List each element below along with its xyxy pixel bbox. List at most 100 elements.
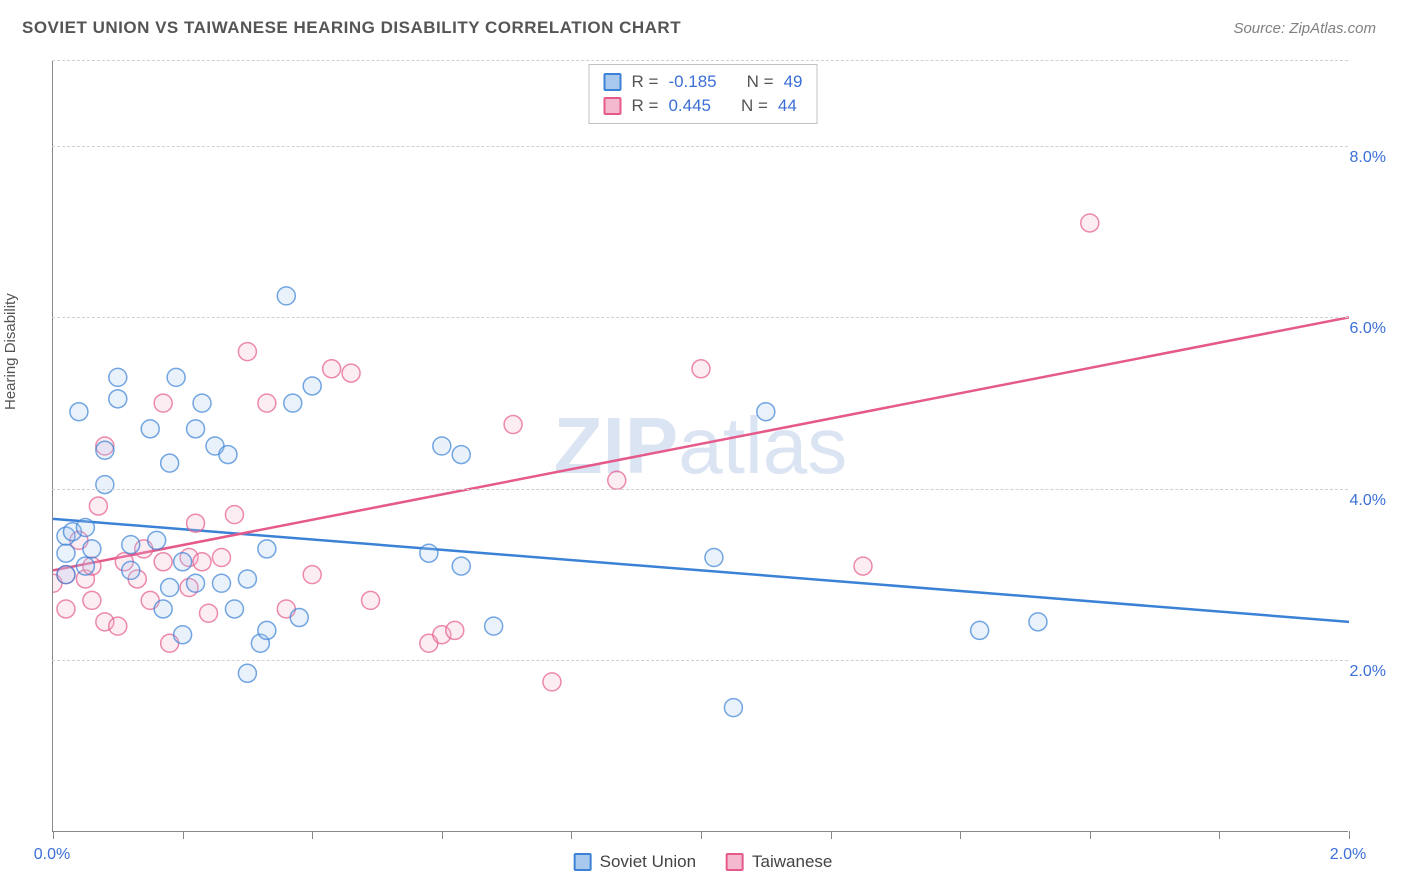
scatter-point — [83, 591, 101, 609]
scatter-point — [174, 626, 192, 644]
legend-label-a: Soviet Union — [600, 852, 696, 872]
x-tick — [571, 831, 572, 839]
y-tick-label: 4.0% — [1350, 492, 1386, 510]
scatter-point — [76, 557, 94, 575]
scatter-point — [122, 561, 140, 579]
y-tick-label: 6.0% — [1350, 320, 1386, 338]
x-tick — [1349, 831, 1350, 839]
legend-series: Soviet Union Taiwanese — [574, 852, 833, 872]
scatter-point — [187, 514, 205, 532]
scatter-point — [971, 621, 989, 639]
scatter-point — [193, 553, 211, 571]
scatter-point — [83, 540, 101, 558]
chart-title: SOVIET UNION VS TAIWANESE HEARING DISABI… — [22, 18, 681, 38]
chart-container: SOVIET UNION VS TAIWANESE HEARING DISABI… — [10, 10, 1396, 882]
scatter-point — [452, 446, 470, 464]
legend-swatch-a-icon — [574, 853, 592, 871]
legend-n-label: N = — [741, 96, 768, 116]
scatter-point — [258, 394, 276, 412]
scatter-point — [141, 420, 159, 438]
plot-area: ZIPatlas — [52, 60, 1348, 832]
scatter-point — [284, 394, 302, 412]
scatter-point — [452, 557, 470, 575]
x-tick — [53, 831, 54, 839]
legend-stats: R = -0.185 N = 49 R = 0.445 N = 44 — [589, 64, 818, 124]
gridline-h — [52, 489, 1348, 490]
scatter-point — [446, 621, 464, 639]
legend-stats-row-a: R = -0.185 N = 49 — [604, 70, 803, 94]
scatter-point — [225, 506, 243, 524]
x-tick-label: 2.0% — [1330, 846, 1366, 864]
scatter-point — [161, 454, 179, 472]
scatter-point — [290, 609, 308, 627]
scatter-point — [57, 544, 75, 562]
scatter-point — [854, 557, 872, 575]
series-a-points — [57, 287, 1047, 717]
scatter-point — [212, 549, 230, 567]
scatter-point — [692, 360, 710, 378]
scatter-point — [76, 518, 94, 536]
x-tick-label: 0.0% — [34, 846, 70, 864]
scatter-point — [504, 416, 522, 434]
legend-n-value-a: 49 — [784, 72, 803, 92]
scatter-point — [757, 403, 775, 421]
legend-stats-row-b: R = 0.445 N = 44 — [604, 94, 803, 118]
scatter-point — [109, 368, 127, 386]
y-axis-label: Hearing Disability — [2, 293, 19, 410]
scatter-point — [109, 617, 127, 635]
scatter-point — [193, 394, 211, 412]
scatter-point — [724, 699, 742, 717]
x-tick — [960, 831, 961, 839]
legend-swatch-b-icon — [726, 853, 744, 871]
scatter-point — [174, 553, 192, 571]
scatter-point — [238, 664, 256, 682]
scatter-point — [219, 446, 237, 464]
x-tick — [312, 831, 313, 839]
scatter-point — [148, 531, 166, 549]
legend-r-value-b: 0.445 — [668, 96, 711, 116]
scatter-point — [96, 476, 114, 494]
scatter-point — [154, 553, 172, 571]
scatter-point — [122, 536, 140, 554]
scatter-point — [705, 549, 723, 567]
scatter-point — [89, 497, 107, 515]
scatter-point — [1029, 613, 1047, 631]
gridline-h — [52, 660, 1348, 661]
scatter-point — [303, 566, 321, 584]
x-tick — [1219, 831, 1220, 839]
scatter-point — [608, 471, 626, 489]
y-tick-label: 2.0% — [1350, 663, 1386, 681]
legend-label-b: Taiwanese — [752, 852, 832, 872]
scatter-point — [70, 403, 88, 421]
x-tick — [831, 831, 832, 839]
scatter-point — [362, 591, 380, 609]
scatter-point — [303, 377, 321, 395]
scatter-point — [485, 617, 503, 635]
scatter-point — [96, 441, 114, 459]
scatter-point — [187, 420, 205, 438]
gridline-h — [52, 60, 1348, 61]
x-tick — [1090, 831, 1091, 839]
scatter-point — [258, 540, 276, 558]
legend-item-b: Taiwanese — [726, 852, 832, 872]
legend-swatch-b — [604, 97, 622, 115]
scatter-point — [342, 364, 360, 382]
scatter-point — [238, 570, 256, 588]
legend-r-label: R = — [632, 72, 659, 92]
legend-n-value-b: 44 — [778, 96, 797, 116]
scatter-point — [212, 574, 230, 592]
scatter-point — [167, 368, 185, 386]
legend-swatch-a — [604, 73, 622, 91]
scatter-point — [161, 579, 179, 597]
x-tick — [701, 831, 702, 839]
scatter-point — [57, 566, 75, 584]
chart-source: Source: ZipAtlas.com — [1233, 20, 1376, 37]
gridline-h — [52, 146, 1348, 147]
y-tick-label: 8.0% — [1350, 149, 1386, 167]
scatter-point — [1081, 214, 1099, 232]
x-tick — [183, 831, 184, 839]
scatter-point — [200, 604, 218, 622]
scatter-point — [154, 394, 172, 412]
legend-r-value-a: -0.185 — [668, 72, 716, 92]
scatter-point — [433, 437, 451, 455]
